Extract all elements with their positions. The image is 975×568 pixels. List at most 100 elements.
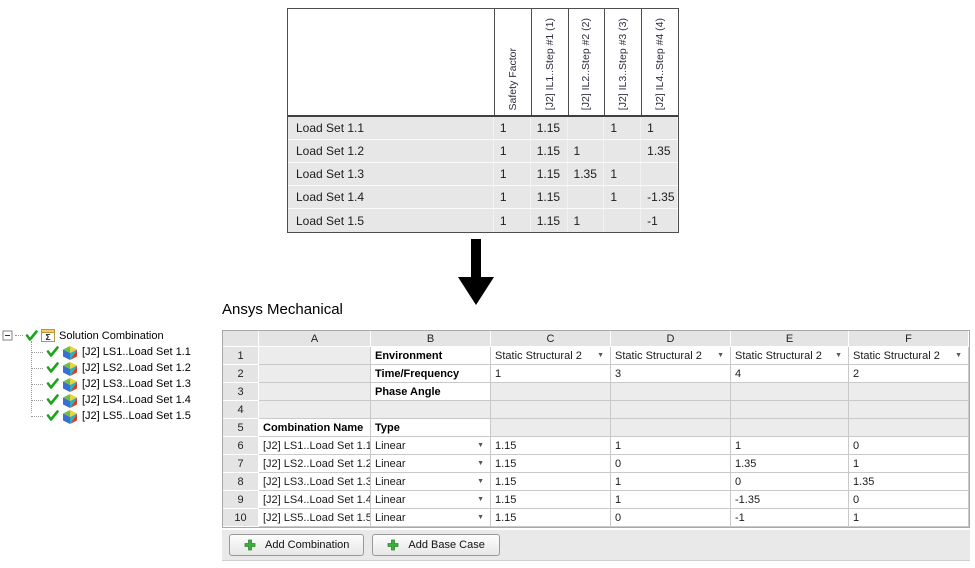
coefficient-cell[interactable]: 1: [611, 473, 731, 491]
tree-item-label: [J2] LS4..Load Set 1.4: [82, 394, 191, 406]
tree-item-ls4[interactable]: [J2] LS4..Load Set 1.4: [28, 392, 191, 408]
time-value-cell[interactable]: 1: [491, 365, 611, 383]
disabled-cell: [371, 401, 491, 419]
column-header-c: C: [491, 331, 611, 347]
dropdown-arrow-icon: ▼: [477, 478, 484, 485]
dropdown-value: Linear: [375, 511, 406, 524]
environment-dropdown[interactable]: Static Structural 2 ▼: [849, 347, 969, 365]
tree-root-solution-combination[interactable]: Σ Solution Combination: [2, 327, 191, 344]
button-label: Add Base Case: [408, 539, 485, 551]
tree-item-ls2[interactable]: [J2] LS2..Load Set 1.2: [28, 360, 191, 376]
dropdown-value: Static Structural 2: [615, 349, 702, 362]
disabled-cell: [611, 401, 731, 419]
time-value-cell[interactable]: 4: [731, 365, 849, 383]
worksheet-header-row: A B C D E F: [223, 331, 969, 347]
coefficient-cell[interactable]: 0: [849, 437, 969, 455]
combination-row-4: 9 [J2] LS4..Load Set 1.4 Linear ▼ 1.15 1 …: [223, 491, 969, 509]
combination-row-2: 7 [J2] LS2..Load Set 1.2 Linear ▼ 1.15 0 …: [223, 455, 969, 473]
corner-header-cell: [223, 331, 259, 347]
environment-dropdown[interactable]: Static Structural 2 ▼: [491, 347, 611, 365]
top-table-header-row: Safety Factor [J2] IL1..Step #1 (1) [J2]…: [288, 9, 678, 117]
table-cell: -1.35: [641, 186, 678, 208]
table-cell: 1: [568, 209, 605, 232]
combination-name-cell[interactable]: [J2] LS2..Load Set 1.2: [259, 455, 371, 473]
coefficient-cell[interactable]: 1: [849, 455, 969, 473]
tree-item-ls1[interactable]: [J2] LS1..Load Set 1.1: [28, 344, 191, 360]
coefficient-cell[interactable]: -1: [731, 509, 849, 527]
table-cell: 1: [604, 186, 642, 208]
type-dropdown[interactable]: Linear ▼: [371, 509, 491, 527]
tree-item-ls5[interactable]: [J2] LS5..Load Set 1.5: [28, 408, 191, 424]
rotated-header-label: [J2] IL2..Step #2 (2): [580, 17, 593, 110]
disabled-cell: [731, 401, 849, 419]
solution-combination-worksheet: A B C D E F 1 Environment Static Structu…: [222, 330, 970, 528]
dropdown-value: Linear: [375, 475, 406, 488]
button-label: Add Combination: [265, 539, 350, 551]
coefficient-cell[interactable]: 0: [849, 491, 969, 509]
type-dropdown[interactable]: Linear ▼: [371, 455, 491, 473]
tree-connector: [15, 335, 23, 336]
combination-name-cell[interactable]: [J2] LS5..Load Set 1.5: [259, 509, 371, 527]
time-value-cell[interactable]: 2: [849, 365, 969, 383]
dropdown-value: Static Structural 2: [735, 349, 822, 362]
coefficient-cell[interactable]: 0: [611, 509, 731, 527]
table-cell: 1.15: [531, 209, 568, 232]
coefficient-cell[interactable]: 1.15: [491, 473, 611, 491]
table-cell: [568, 117, 605, 139]
coefficient-cell[interactable]: 1.15: [491, 509, 611, 527]
table-cell: [568, 186, 605, 208]
disabled-cell: [731, 383, 849, 401]
time-frequency-label-cell: Time/Frequency: [371, 365, 491, 383]
table-cell: 1: [604, 163, 642, 185]
table-cell: 1: [494, 186, 531, 208]
plus-icon: [244, 539, 256, 551]
tree-collapse-expander[interactable]: [2, 330, 13, 341]
table-cell: 1: [641, 117, 678, 139]
dropdown-value: Static Structural 2: [495, 349, 582, 362]
environment-dropdown[interactable]: Static Structural 2 ▼: [731, 347, 849, 365]
coefficient-cell[interactable]: 1: [849, 509, 969, 527]
combination-name-cell[interactable]: [J2] LS1..Load Set 1.1: [259, 437, 371, 455]
table-cell: [641, 163, 678, 185]
load-set-row-1: Load Set 1.1 1 1.15 1 1: [288, 117, 678, 140]
coefficient-cell[interactable]: 1.15: [491, 455, 611, 473]
rotated-header-label: Safety Factor: [506, 47, 519, 110]
type-dropdown[interactable]: Linear ▼: [371, 473, 491, 491]
table-cell: 1.35: [568, 163, 605, 185]
combination-name-cell[interactable]: [J2] LS4..Load Set 1.4: [259, 491, 371, 509]
load-set-label: Load Set 1.3: [288, 163, 494, 185]
coefficient-cell[interactable]: -1.35: [731, 491, 849, 509]
row-number: 10: [223, 509, 259, 527]
column-header-a: A: [259, 331, 371, 347]
time-value-cell[interactable]: 3: [611, 365, 731, 383]
coefficient-cell[interactable]: 1.15: [491, 491, 611, 509]
disabled-cell: [491, 401, 611, 419]
coefficient-cell[interactable]: 0: [611, 455, 731, 473]
coefficient-cell[interactable]: 1.35: [849, 473, 969, 491]
table-cell: 1: [494, 140, 531, 162]
coefficient-cell[interactable]: 1.35: [731, 455, 849, 473]
add-combination-button[interactable]: Add Combination: [229, 534, 365, 556]
check-icon: [46, 346, 59, 357]
table-cell: 1: [568, 140, 605, 162]
dropdown-value: Linear: [375, 457, 406, 470]
table-cell: 1: [494, 163, 531, 185]
disabled-cell: [849, 401, 969, 419]
environment-dropdown[interactable]: Static Structural 2 ▼: [611, 347, 731, 365]
solution-tree: Σ Solution Combination [J2] LS1..Load Se…: [2, 327, 191, 424]
type-dropdown[interactable]: Linear ▼: [371, 437, 491, 455]
worksheet-footer: Add Combination Add Base Case: [222, 530, 970, 561]
coefficient-cell[interactable]: 1: [731, 437, 849, 455]
add-base-case-button[interactable]: Add Base Case: [372, 534, 500, 556]
check-icon: [46, 410, 59, 421]
table-cell: 1: [604, 117, 642, 139]
coefficient-cell[interactable]: 0: [731, 473, 849, 491]
coefficient-cell[interactable]: 1: [611, 491, 731, 509]
type-dropdown[interactable]: Linear ▼: [371, 491, 491, 509]
combination-name-cell[interactable]: [J2] LS3..Load Set 1.3: [259, 473, 371, 491]
load-set-matrix-table: Safety Factor [J2] IL1..Step #1 (1) [J2]…: [287, 8, 679, 233]
tree-item-ls3[interactable]: [J2] LS3..Load Set 1.3: [28, 376, 191, 392]
coefficient-cell[interactable]: 1.15: [491, 437, 611, 455]
dropdown-arrow-icon: ▼: [477, 514, 484, 521]
coefficient-cell[interactable]: 1: [611, 437, 731, 455]
